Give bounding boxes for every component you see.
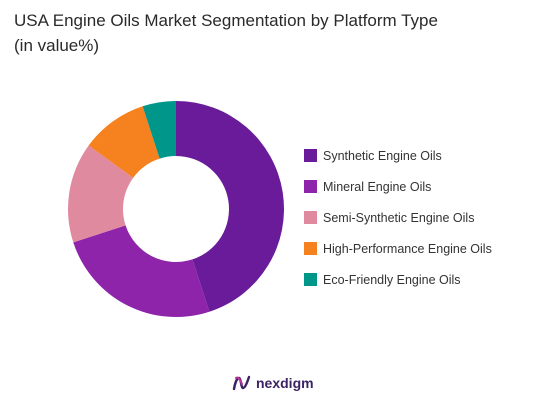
brand-name: nexdigm (256, 375, 314, 391)
legend-item: Mineral Engine Oils (304, 171, 492, 202)
legend-label: Eco-Friendly Engine Oils (323, 272, 461, 287)
legend-item: Eco-Friendly Engine Oils (304, 264, 492, 295)
chart-legend: Synthetic Engine Oils Mineral Engine Oils… (304, 140, 492, 295)
legend-swatch (304, 180, 317, 193)
legend-label: Semi-Synthetic Engine Oils (323, 210, 475, 225)
legend-item: High-Performance Engine Oils (304, 233, 492, 264)
chart-title-main: USA Engine Oils Market Segmentation by P… (14, 11, 438, 30)
legend-swatch (304, 211, 317, 224)
donut-slice-1 (176, 101, 284, 312)
nexdigm-logo-icon (232, 375, 251, 391)
legend-swatch (304, 149, 317, 162)
legend-item: Synthetic Engine Oils (304, 140, 492, 171)
donut-slice-4 (88, 106, 160, 178)
legend-swatch (304, 273, 317, 286)
legend-swatch (304, 242, 317, 255)
donut-slice-5 (142, 101, 176, 159)
legend-label: Mineral Engine Oils (323, 179, 432, 194)
donut-slice-2 (73, 225, 210, 317)
legend-label: Synthetic Engine Oils (323, 148, 442, 163)
donut-slice-3 (68, 145, 134, 243)
brand-logo: nexdigm (232, 374, 314, 392)
legend-item: Semi-Synthetic Engine Oils (304, 202, 492, 233)
legend-label: High-Performance Engine Oils (323, 241, 492, 256)
chart-subtitle: (in value%) (14, 36, 100, 55)
chart-title: USA Engine Oils Market Segmentation by P… (14, 8, 524, 58)
